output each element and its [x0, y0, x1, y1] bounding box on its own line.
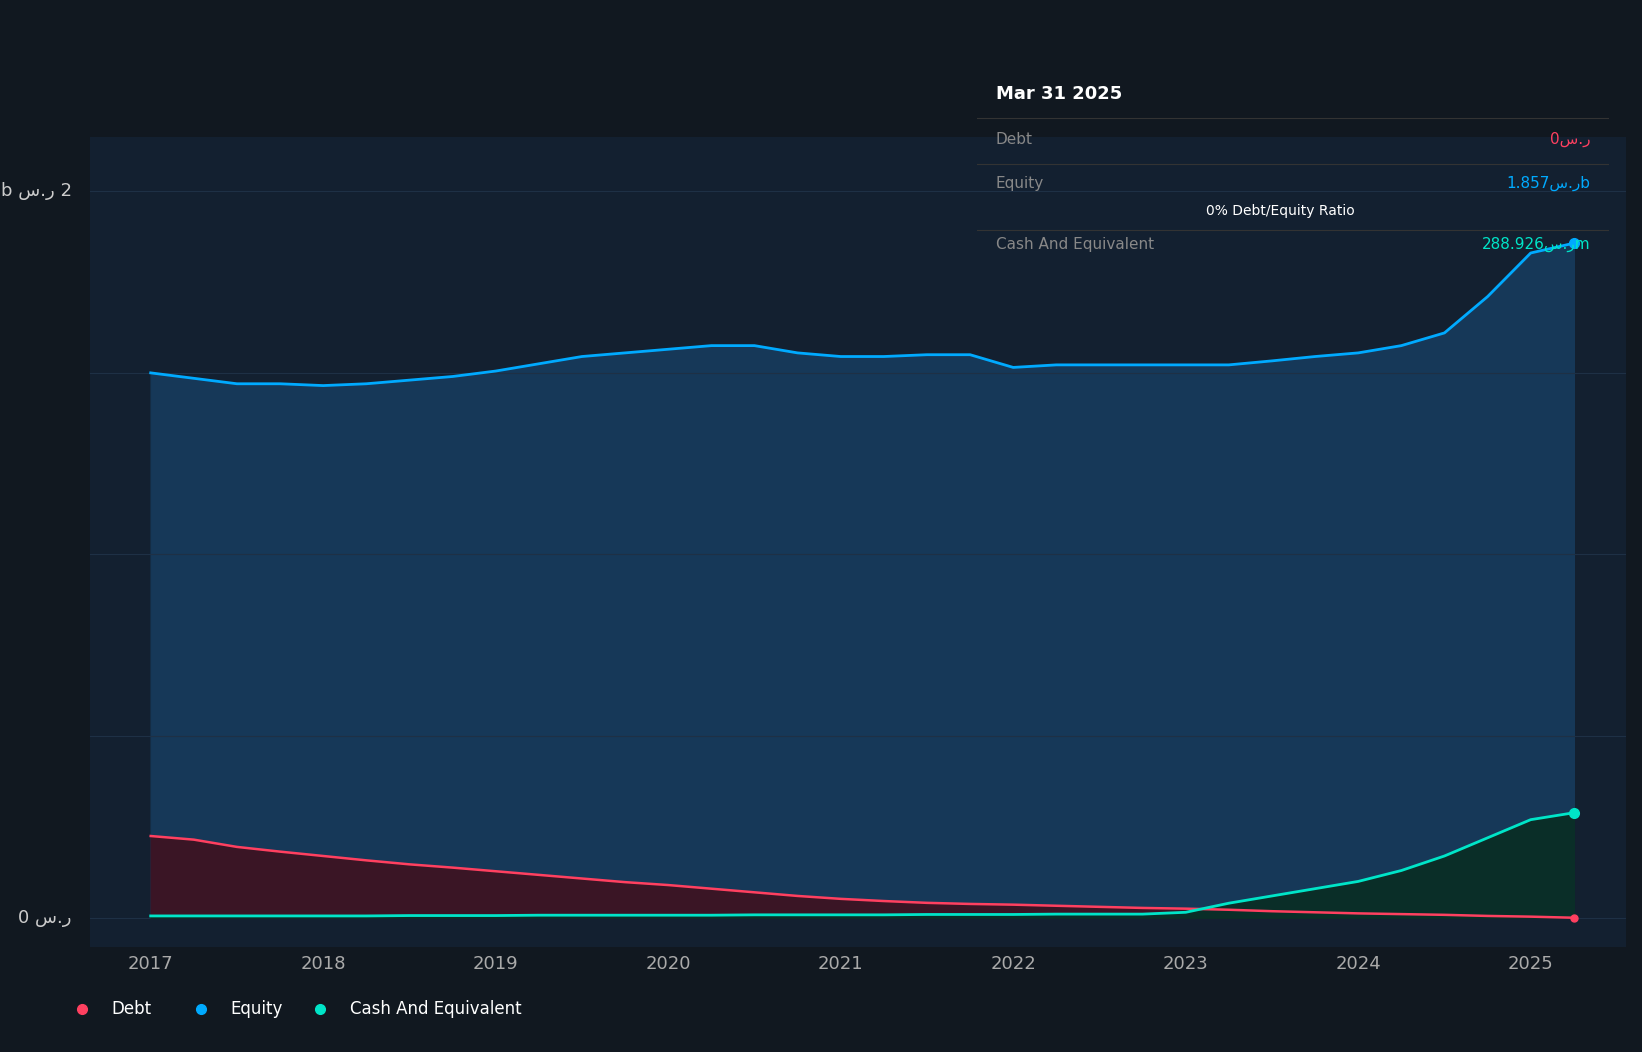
Text: 288.926س.رm: 288.926س.رm	[1481, 237, 1589, 251]
Text: 0% Debt/Equity Ratio: 0% Debt/Equity Ratio	[1207, 204, 1355, 218]
Text: 0س.ر: 0س.ر	[1550, 132, 1589, 146]
Text: b س.ر 2: b س.ر 2	[2, 182, 72, 200]
Text: 0 س.ر: 0 س.ر	[18, 909, 72, 927]
Text: 1.857س.رb: 1.857س.رb	[1506, 176, 1589, 191]
Text: Equity: Equity	[232, 999, 282, 1018]
Text: Debt: Debt	[112, 999, 151, 1018]
Text: Cash And Equivalent: Cash And Equivalent	[350, 999, 522, 1018]
Text: Mar 31 2025: Mar 31 2025	[997, 85, 1121, 103]
Text: Cash And Equivalent: Cash And Equivalent	[997, 237, 1154, 251]
Text: Equity: Equity	[997, 177, 1044, 191]
Text: Debt: Debt	[997, 132, 1033, 146]
